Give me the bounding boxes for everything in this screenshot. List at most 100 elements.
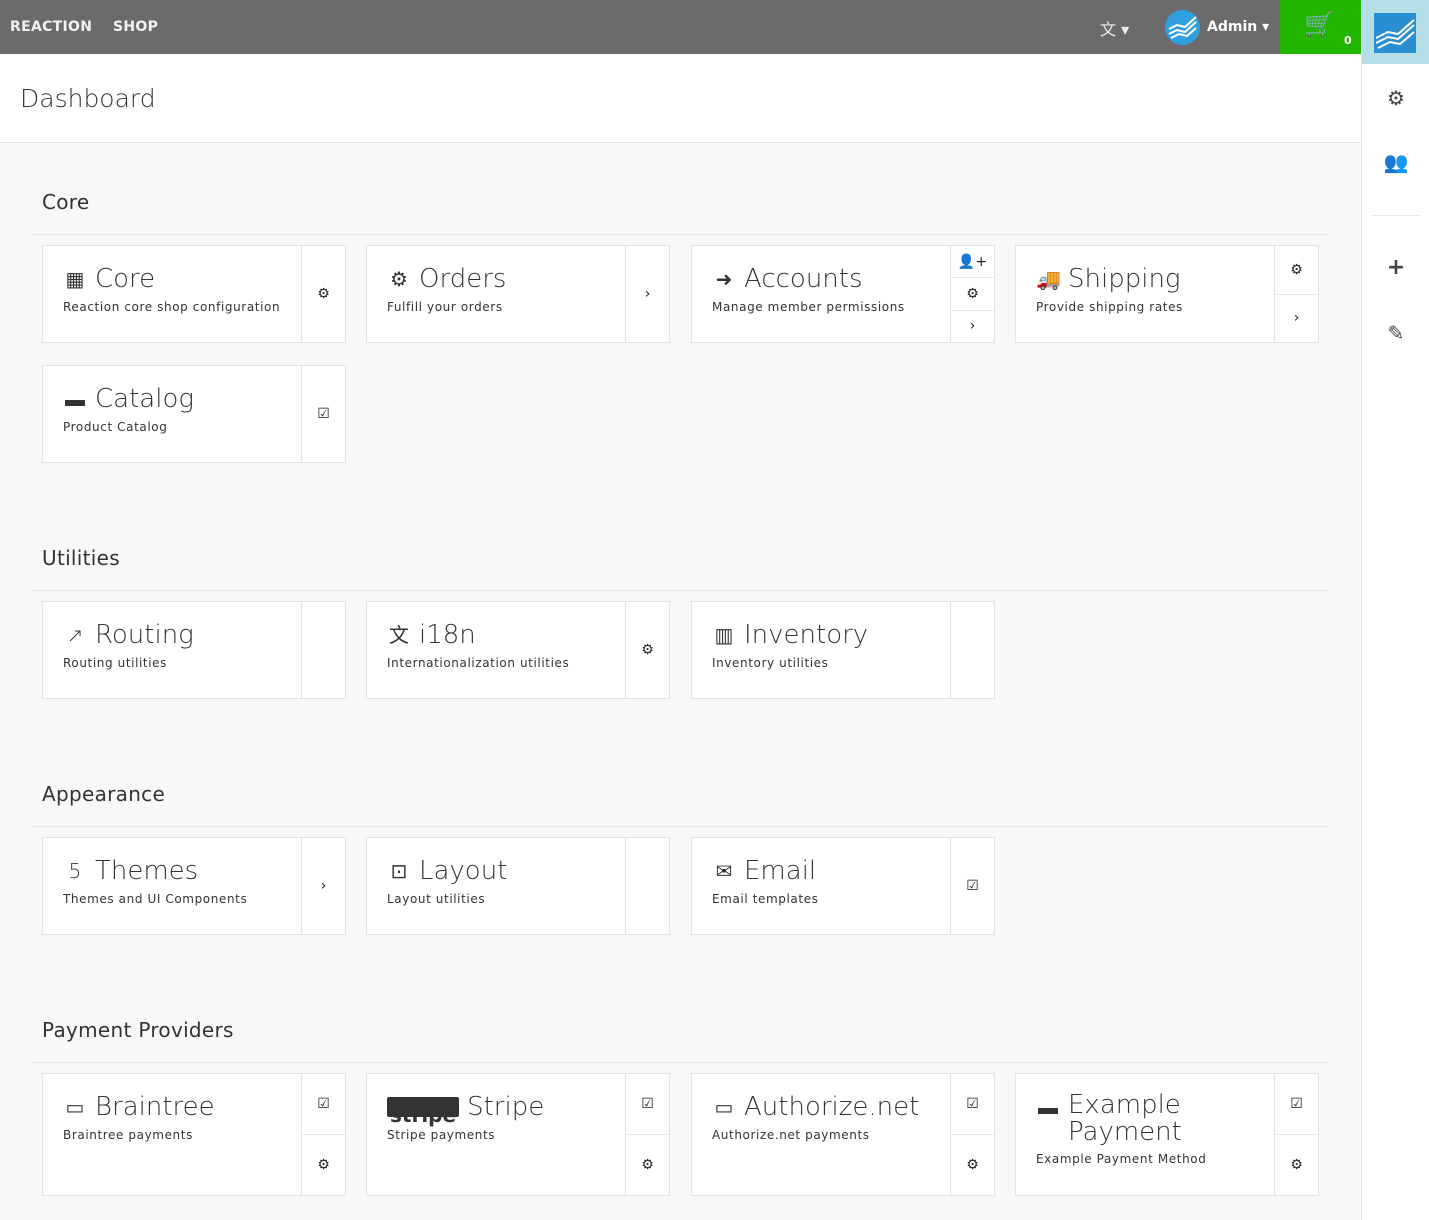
package-card-catalog[interactable]: ▬ Catalog Product Catalog ☑ xyxy=(42,365,346,463)
section-title: Core xyxy=(42,190,90,214)
card-body: ▦ Core Reaction core shop configuration xyxy=(43,246,301,342)
check-button[interactable]: ☑ xyxy=(302,366,345,462)
shop-logo-icon xyxy=(1374,13,1416,53)
card-title-text: Stripe xyxy=(467,1092,545,1122)
card-actions: ☑ ⚙ xyxy=(1274,1074,1318,1195)
package-card-authorize-net[interactable]: ▭ Authorize.net Authorize.net payments ☑ ⚙ xyxy=(691,1073,995,1196)
package-card-stripe[interactable]: stripe Stripe Stripe payments ☑ ⚙ xyxy=(366,1073,670,1196)
gear-icon: ⚙ xyxy=(317,286,330,302)
card-actions: › xyxy=(625,246,669,342)
package-card-example-payment[interactable]: ▬ Example Payment Example Payment Method … xyxy=(1015,1073,1319,1196)
card-body: ✉ Email Email templates xyxy=(692,838,950,934)
page-header: Dashboard xyxy=(0,54,1361,143)
card-actions: ☑ xyxy=(950,838,994,934)
card-title: ▥ Inventory xyxy=(712,620,930,650)
card-title-text: Accounts xyxy=(744,264,863,294)
card-body: ▬ Catalog Product Catalog xyxy=(43,366,301,462)
check-square-icon: ☑ xyxy=(966,878,979,894)
stripe-icon: stripe xyxy=(387,1097,460,1127)
card-actions: › xyxy=(301,838,345,934)
card-title-text: Braintree xyxy=(95,1092,215,1122)
package-card-orders[interactable]: ⚙ Orders Fulfill your orders › xyxy=(366,245,670,343)
card-body: ↗ Routing Routing utilities xyxy=(43,602,301,698)
user-menu[interactable]: Admin ▾ xyxy=(1207,19,1270,35)
user-name: Admin xyxy=(1207,19,1258,35)
gear-button[interactable]: ⚙ xyxy=(951,1135,994,1195)
package-card-accounts[interactable]: ➜ Accounts Manage member permissions 👤+ ⚙ › xyxy=(691,245,995,343)
gear-icon: ⚙ xyxy=(966,1157,979,1173)
card-description: Reaction core shop configuration xyxy=(63,300,281,314)
package-card-themes[interactable]: 5 Themes Themes and UI Components › xyxy=(42,837,346,935)
package-card-shipping[interactable]: 🚚 Shipping Provide shipping rates ⚙ › xyxy=(1015,245,1319,343)
user-plus-button[interactable]: 👤+ xyxy=(951,246,994,279)
translate-icon: 文 xyxy=(1100,20,1117,39)
plus-icon[interactable]: + xyxy=(1386,255,1406,280)
card-description: Fulfill your orders xyxy=(387,300,503,314)
chevron-button[interactable]: › xyxy=(951,311,994,342)
check-button[interactable]: ☑ xyxy=(302,1074,345,1135)
package-card-routing[interactable]: ↗ Routing Routing utilities xyxy=(42,601,346,699)
card-description: Product Catalog xyxy=(63,420,168,434)
gear-button[interactable]: ⚙ xyxy=(302,246,345,342)
shop-link[interactable]: SHOP xyxy=(113,19,159,35)
card-title: 文 i18n xyxy=(387,620,605,650)
chevron-button[interactable]: › xyxy=(1275,295,1318,343)
package-card-braintree[interactable]: ▭ Braintree Braintree payments ☑ ⚙ xyxy=(42,1073,346,1196)
settings-icon[interactable]: ⚙ xyxy=(1387,86,1405,110)
user-plus-icon: 👤+ xyxy=(957,253,988,270)
card-title-text: Catalog xyxy=(95,384,194,414)
check-button[interactable]: ☑ xyxy=(626,1074,669,1135)
check-button[interactable]: ☑ xyxy=(951,838,994,934)
gear-icon: ⚙ xyxy=(641,642,654,658)
section-title: Appearance xyxy=(42,782,166,806)
section-divider xyxy=(32,234,1329,235)
package-card-core[interactable]: ▦ Core Reaction core shop configuration ⚙ xyxy=(42,245,346,343)
card-title-text: Shipping xyxy=(1068,264,1181,294)
check-button[interactable]: ☑ xyxy=(1275,1074,1318,1135)
gear-button[interactable]: ⚙ xyxy=(626,1135,669,1195)
card-description: Manage member permissions xyxy=(712,300,905,314)
card-description: Stripe payments xyxy=(387,1128,496,1142)
package-card-layout[interactable]: ⊡ Layout Layout utilities xyxy=(366,837,670,935)
archive-icon: ▬ xyxy=(65,387,85,411)
gear-button[interactable]: ⚙ xyxy=(626,602,669,698)
card-actions: ☑ ⚙ xyxy=(950,1074,994,1195)
gear-button[interactable]: ⚙ xyxy=(951,278,994,311)
language-dropdown[interactable]: 文 ▾ xyxy=(1100,20,1130,39)
package-card-i18n[interactable]: 文 i18n Internationalization utilities ⚙ xyxy=(366,601,670,699)
gear-button[interactable]: ⚙ xyxy=(1275,1135,1318,1195)
brand-link[interactable]: REACTION xyxy=(10,19,93,35)
card-body: stripe Stripe Stripe payments xyxy=(367,1074,625,1195)
card-actions: ⚙ xyxy=(625,602,669,698)
cart-button[interactable]: 🛒 0 xyxy=(1280,0,1361,54)
chevron-button[interactable]: › xyxy=(302,838,345,934)
card-actions: ☑ ⚙ xyxy=(301,1074,345,1195)
card-title: ▦ Core xyxy=(63,264,281,294)
credit-card-icon: ▭ xyxy=(65,1095,85,1119)
check-button[interactable]: ☑ xyxy=(951,1074,994,1135)
avatar[interactable] xyxy=(1165,10,1200,45)
shop-logo-tile[interactable] xyxy=(1362,0,1429,64)
chevron-button[interactable]: › xyxy=(626,246,669,342)
package-card-inventory[interactable]: ▥ Inventory Inventory utilities xyxy=(691,601,995,699)
card-description: Authorize.net payments xyxy=(712,1128,870,1142)
card-description: Themes and UI Components xyxy=(63,892,248,906)
package-card-email[interactable]: ✉ Email Email templates ☑ xyxy=(691,837,995,935)
gear-icon: ⚙ xyxy=(1290,261,1303,278)
gear-icon: ⚙ xyxy=(966,285,979,302)
check-square-icon: ☑ xyxy=(641,1096,654,1112)
gear-button[interactable]: ⚙ xyxy=(302,1135,345,1195)
card-description: Routing utilities xyxy=(63,656,168,670)
card-title: ↗ Routing xyxy=(63,620,281,650)
card-actions: ☑ xyxy=(301,366,345,462)
share-icon: ↗ xyxy=(66,623,84,647)
credit-card-icon: ▬ xyxy=(1038,1095,1058,1119)
edit-icon[interactable]: ✎ xyxy=(1387,321,1405,345)
check-square-icon: ☑ xyxy=(317,406,330,422)
chevron-right-icon: › xyxy=(644,286,651,302)
users-icon[interactable]: 👥 xyxy=(1383,150,1409,174)
card-body: 5 Themes Themes and UI Components xyxy=(43,838,301,934)
gear-button[interactable]: ⚙ xyxy=(1275,246,1318,295)
section-title: Payment Providers xyxy=(42,1018,234,1042)
building-icon: ▥ xyxy=(714,623,734,647)
